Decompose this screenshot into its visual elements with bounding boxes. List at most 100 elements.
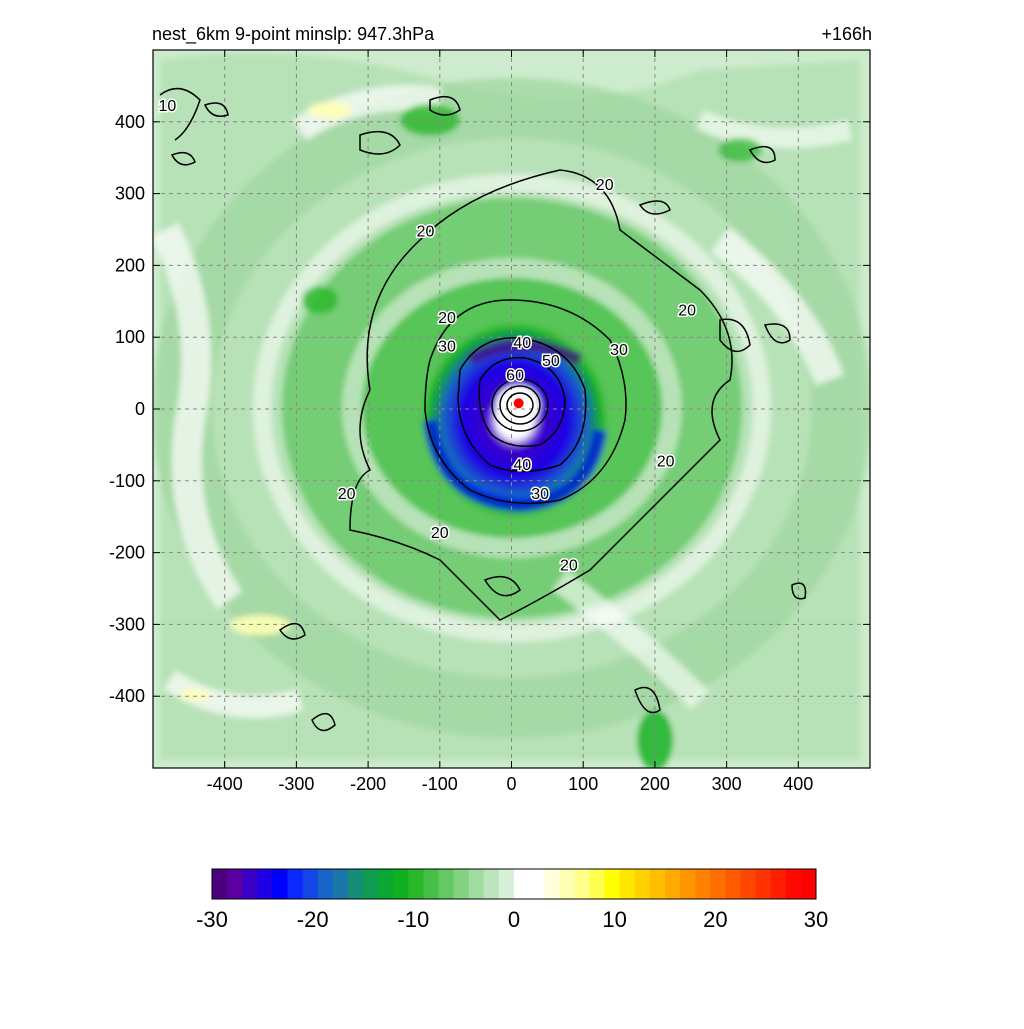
x-tick-label: 100 bbox=[568, 774, 598, 794]
colorbar-swatch bbox=[242, 869, 258, 899]
colorbar-tick-label: 30 bbox=[804, 907, 828, 932]
contour-label: 40 bbox=[513, 457, 531, 474]
colorbar-swatch bbox=[347, 869, 364, 899]
y-tick-label: -200 bbox=[109, 543, 145, 563]
y-tick-label: -400 bbox=[109, 686, 145, 706]
colorbar-swatch bbox=[649, 869, 666, 899]
colorbar-swatch bbox=[483, 869, 500, 899]
x-axis: -400 -300 -200 -100 0 100 200 300 400 bbox=[207, 50, 813, 794]
y-tick-label: -300 bbox=[109, 614, 145, 634]
colorbar-swatch bbox=[378, 869, 394, 899]
contour-line-small bbox=[748, 145, 776, 164]
colorbar-swatch bbox=[574, 869, 590, 899]
colorbar-swatch bbox=[212, 869, 228, 899]
contour-line-40 bbox=[457, 337, 587, 473]
field-arm bbox=[466, 339, 583, 366]
y-tick-label: 0 bbox=[135, 399, 145, 419]
colorbar-swatch bbox=[604, 869, 621, 899]
x-tick-label: -200 bbox=[350, 774, 386, 794]
colorbar-swatch bbox=[770, 869, 787, 899]
colorbar-swatch bbox=[695, 869, 711, 899]
field-gap bbox=[696, 110, 853, 148]
x-tick-label: 200 bbox=[640, 774, 670, 794]
x-tick-label: -100 bbox=[422, 774, 458, 794]
contour-line-small bbox=[791, 582, 807, 600]
contour-line-50 bbox=[478, 356, 566, 447]
colorbar-swatch bbox=[272, 869, 288, 899]
contour-label: 20 bbox=[657, 453, 675, 470]
x-tick-label: 0 bbox=[506, 774, 516, 794]
contour-label: 30 bbox=[610, 342, 628, 359]
contour-label: 20 bbox=[678, 303, 696, 320]
field-patch bbox=[302, 286, 338, 314]
x-tick-label: -400 bbox=[207, 774, 243, 794]
contour-line-60 bbox=[491, 378, 549, 432]
colorbar-swatch bbox=[453, 869, 470, 899]
colorbar-swatch bbox=[498, 869, 515, 899]
colorbar-swatch bbox=[332, 869, 349, 899]
field-patch bbox=[180, 689, 210, 701]
x-tick-label: -300 bbox=[278, 774, 314, 794]
field-patch bbox=[308, 102, 352, 118]
colorbar-tick-label: -10 bbox=[397, 907, 429, 932]
colorbar-swatch bbox=[740, 869, 757, 899]
contour-label: 40 bbox=[513, 335, 531, 352]
colorbar-frame bbox=[211, 868, 817, 900]
colorbar bbox=[211, 868, 817, 900]
colorbar-swatch bbox=[559, 869, 575, 899]
contour-line-30 bbox=[424, 299, 627, 505]
x-tick-label: 400 bbox=[783, 774, 813, 794]
colorbar-swatch bbox=[438, 869, 455, 899]
contour-line-small bbox=[719, 318, 751, 353]
colorbar-swatch bbox=[317, 869, 334, 899]
colorbar-swatch bbox=[619, 869, 636, 899]
colorbar-swatch bbox=[423, 869, 439, 899]
contour-line-small bbox=[278, 622, 306, 640]
contour-label: 20 bbox=[417, 224, 435, 241]
contour-label: 60 bbox=[506, 367, 524, 384]
colorbar-tick-label: 10 bbox=[602, 907, 626, 932]
contour-label: 20 bbox=[431, 525, 449, 542]
colorbar-swatch bbox=[227, 869, 243, 899]
field-patch bbox=[400, 104, 460, 136]
y-tick-label: -100 bbox=[109, 471, 145, 491]
colorbar-tick-label: 20 bbox=[703, 907, 727, 932]
contour-label: 30 bbox=[531, 486, 549, 503]
contour-line-small bbox=[170, 151, 196, 166]
contour-label: 20 bbox=[438, 310, 456, 327]
contour-line-20 bbox=[349, 169, 733, 621]
forecast-hour-label: +166h bbox=[821, 24, 872, 44]
field-gap bbox=[552, 570, 709, 709]
contour-line-small bbox=[311, 712, 336, 732]
colorbar-swatch bbox=[302, 869, 319, 899]
contour-label: 30 bbox=[438, 339, 456, 356]
colorbar-swatch bbox=[514, 869, 530, 899]
contour-label: 20 bbox=[596, 177, 614, 194]
y-tick-label: 100 bbox=[115, 327, 145, 347]
chart-title: nest_6km 9-point minslp: 947.3hPa bbox=[152, 24, 435, 44]
colorbar-tick-label: 0 bbox=[508, 907, 520, 932]
field-gap bbox=[710, 228, 845, 386]
contour-line-inner bbox=[499, 385, 541, 425]
y-axis: 400 300 200 100 0 -100 -200 -300 -400 bbox=[109, 112, 870, 706]
y-tick-label: 400 bbox=[115, 112, 145, 132]
contour-line-10 bbox=[159, 87, 201, 141]
storm-center-marker bbox=[513, 398, 524, 409]
y-tick-label: 300 bbox=[115, 184, 145, 204]
colorbar-swatch bbox=[755, 869, 772, 899]
colorbar-swatch bbox=[468, 869, 485, 899]
colorbar-swatch bbox=[408, 869, 424, 899]
colorbar-swatch bbox=[634, 869, 651, 899]
contour-line-small bbox=[429, 95, 461, 116]
contour-line-small bbox=[638, 200, 671, 215]
contour-line-small bbox=[203, 102, 229, 117]
contour-label: 20 bbox=[338, 486, 356, 503]
field-patch bbox=[718, 138, 762, 162]
colorbar-swatch bbox=[785, 869, 802, 899]
colorbar-swatch bbox=[800, 869, 817, 899]
contour-label: 50 bbox=[542, 353, 560, 370]
contour-line-small bbox=[634, 686, 661, 714]
colorbar-swatch bbox=[257, 869, 273, 899]
